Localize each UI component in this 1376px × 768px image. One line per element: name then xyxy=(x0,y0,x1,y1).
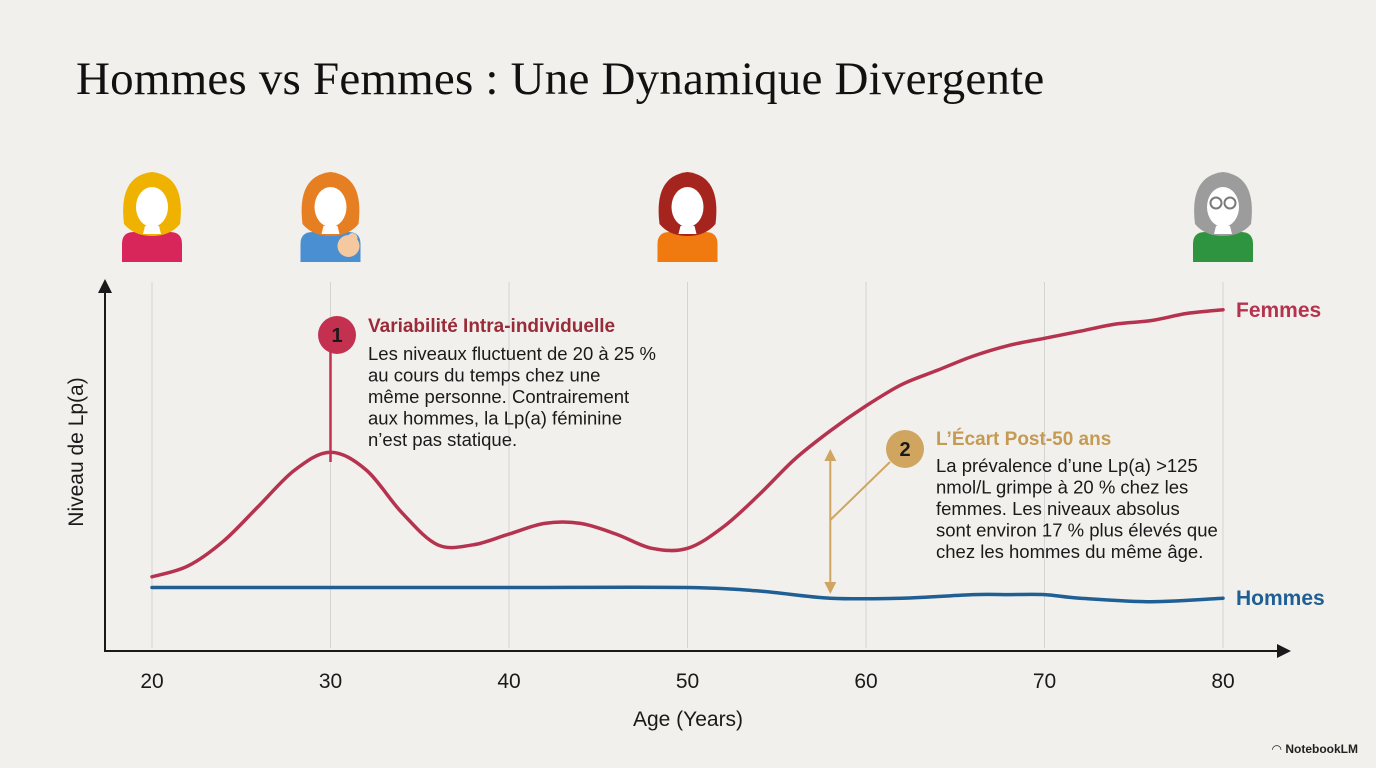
icon-neck xyxy=(321,226,340,234)
annotation-1-line: Les niveaux fluctuent de 20 à 25 % xyxy=(368,343,656,364)
annotation-2-line: nmol/L grimpe à 20 % chez les xyxy=(936,477,1188,498)
annotation-2-connector xyxy=(829,461,891,521)
woman-blonde-icon xyxy=(122,172,182,262)
icon-body xyxy=(122,232,182,262)
series-line-hommes xyxy=(150,585,1225,604)
annotation-1-line: n’est pas statique. xyxy=(368,429,517,450)
icon-body xyxy=(1193,232,1253,262)
axes: 20 30 40 50 60 70 80 Age (Years) Niveau de Lp(a) xyxy=(65,279,1291,731)
icon-hand xyxy=(347,233,358,243)
x-tick-label-70: 70 xyxy=(1033,670,1056,693)
annotation-2-badge xyxy=(886,430,924,468)
x-tick-label-20: 20 xyxy=(140,670,163,693)
series-label-femmes: Femmes xyxy=(1236,299,1321,322)
icon-neck xyxy=(1214,226,1232,234)
brand-logo: ◠ NotebookLM xyxy=(1272,742,1358,756)
icon-glasses-right xyxy=(1223,196,1237,210)
annotation-1-line: aux hommes, la Lp(a) féminine xyxy=(368,408,622,429)
woman-pregnant-icon xyxy=(300,172,361,262)
x-tick-label-40: 40 xyxy=(497,670,520,693)
icon-face xyxy=(314,187,347,227)
icon-face xyxy=(671,187,704,227)
x-tick-label-80: 80 xyxy=(1211,670,1234,693)
annotation-2-number: 2 xyxy=(899,439,910,461)
annotation-1-line: même personne. Contrairement xyxy=(368,386,629,407)
annotation-1-number: 1 xyxy=(331,325,342,347)
series-lines: Femmes Hommes xyxy=(150,299,1325,610)
icon-body xyxy=(657,232,718,262)
x-tick-label-30: 30 xyxy=(319,670,342,693)
brand-label: NotebookLM xyxy=(1285,742,1358,756)
x-tick-label-50: 50 xyxy=(676,670,699,693)
annotation-2-line: chez les hommes du même âge. xyxy=(936,541,1203,562)
x-axis-label: Age (Years) xyxy=(633,708,743,731)
age-icons xyxy=(122,172,1253,262)
woman-redhair-icon xyxy=(657,172,718,262)
annotation-1-line: au cours du temps chez une xyxy=(368,365,600,386)
annotation-2-line: femmes. Les niveaux absolus xyxy=(936,498,1180,519)
icon-face xyxy=(136,187,168,227)
annotation-1-title: Variabilité Intra-individuelle xyxy=(368,316,615,337)
x-tick-label-60: 60 xyxy=(854,670,877,693)
icon-neck xyxy=(678,226,697,234)
page-title: Hommes vs Femmes : Une Dynamique Diverge… xyxy=(76,53,1045,105)
woman-senior-glasses-icon xyxy=(1193,172,1253,262)
notebooklm-icon: ◠ xyxy=(1272,742,1282,756)
series-label-hommes: Hommes xyxy=(1236,587,1325,610)
y-axis-label: Niveau de Lp(a) xyxy=(65,377,88,526)
annotation-2-line: La prévalence d’une Lp(a) >125 xyxy=(936,455,1198,476)
annotations: 1 Variabilité Intra-individuelle Les nivea… xyxy=(318,316,1218,594)
icon-glasses-left xyxy=(1209,196,1223,210)
annotation-2-line: sont environ 17 % plus élevés que xyxy=(936,520,1218,541)
icon-neck xyxy=(143,226,161,234)
annotation-1-badge xyxy=(318,316,356,354)
annotation-2-title: L’Écart Post-50 ans xyxy=(936,428,1111,450)
